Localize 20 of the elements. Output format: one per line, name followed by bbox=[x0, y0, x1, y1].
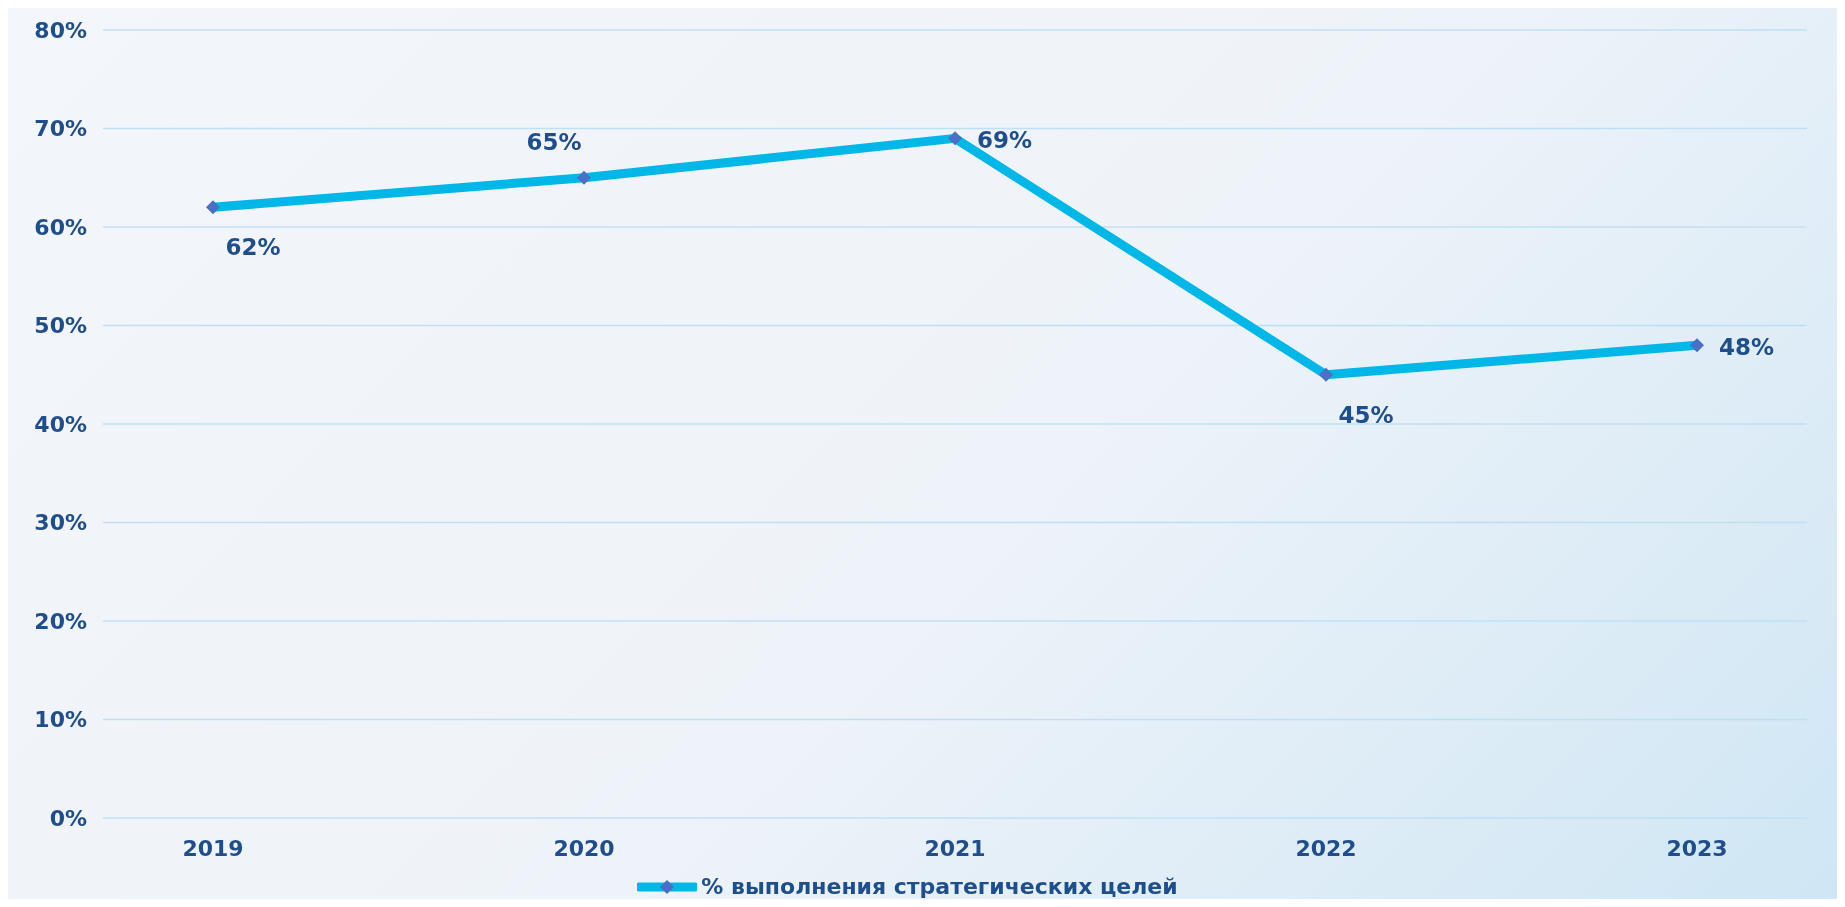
x-tick-label: 2022 bbox=[1295, 835, 1357, 861]
data-label: 45% bbox=[1338, 401, 1394, 428]
legend-label: % выполнения стратегических целей bbox=[701, 874, 1178, 899]
y-tick-label: 20% bbox=[34, 608, 87, 634]
x-tick-label: 2021 bbox=[924, 835, 986, 861]
x-tick-label: 2019 bbox=[182, 835, 244, 861]
y-tick-label: 80% bbox=[34, 17, 87, 43]
data-label: 62% bbox=[225, 234, 281, 261]
y-tick-label: 10% bbox=[34, 707, 87, 733]
data-label: 69% bbox=[977, 127, 1033, 154]
x-tick-label: 2020 bbox=[553, 835, 615, 861]
y-tick-label: 60% bbox=[34, 214, 87, 240]
data-label: 48% bbox=[1719, 334, 1775, 361]
y-tick-label: 0% bbox=[49, 805, 87, 831]
y-tick-label: 70% bbox=[34, 116, 87, 142]
x-tick-label: 2023 bbox=[1666, 835, 1728, 861]
y-tick-label: 30% bbox=[34, 510, 87, 536]
y-tick-label: 40% bbox=[34, 411, 87, 437]
y-tick-label: 50% bbox=[34, 313, 87, 339]
data-label: 65% bbox=[526, 128, 582, 155]
